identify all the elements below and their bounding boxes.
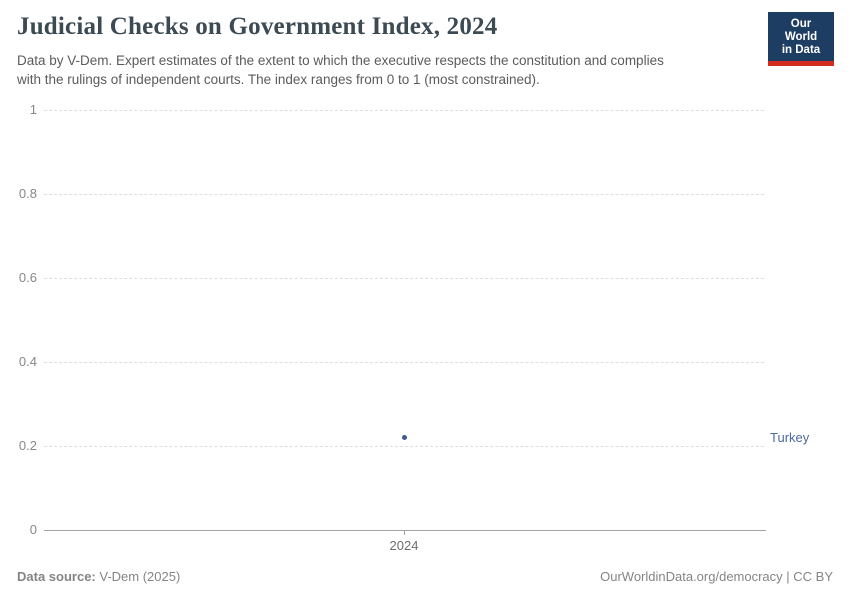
gridline-y-0.6 — [44, 277, 764, 279]
gridline-y-0.8 — [44, 193, 764, 195]
y-axis-tick-label: 0.4 — [18, 354, 37, 369]
x-axis-tick-label: 2024 — [389, 538, 419, 553]
chart-subtitle: Data by V-Dem. Expert estimates of the e… — [17, 52, 664, 89]
y-axis-tick-label: 0.6 — [18, 270, 37, 285]
y-axis-tick-label: 0.2 — [18, 438, 37, 453]
data-source-label: Data source: — [17, 569, 96, 584]
entity-label-turkey[interactable]: Turkey — [770, 429, 810, 445]
owid-logo: Our World in Data — [768, 12, 834, 66]
owid-logo-line1: Our World — [784, 18, 818, 43]
y-axis-tick-label: 0.8 — [18, 186, 37, 201]
data-point-turkey[interactable] — [401, 435, 407, 441]
footer-credit: OurWorldinData.org/democracy | CC BY — [600, 569, 833, 584]
x-axis-tick — [403, 531, 405, 535]
x-axis-line — [44, 530, 766, 531]
page-title: Judicial Checks on Government Index, 202… — [17, 13, 498, 40]
data-source: Data source: V-Dem (2025) — [17, 569, 180, 584]
owid-logo-line2: in Data — [781, 44, 821, 56]
chart-subtitle-line1: Data by V-Dem. Expert estimates of the e… — [17, 53, 664, 68]
data-source-value: V-Dem (2025) — [99, 569, 181, 584]
chart-subtitle-line2: with the rulings of independent courts. … — [17, 71, 540, 87]
y-axis-tick-label: 0 — [29, 522, 37, 537]
gridline-y-1 — [44, 109, 764, 111]
y-axis-tick-label: 1 — [29, 102, 37, 117]
gridline-y-0.2 — [44, 445, 764, 447]
gridline-y-0.4 — [44, 361, 764, 363]
